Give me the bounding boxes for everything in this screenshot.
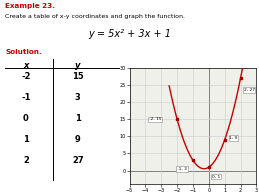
Text: 1: 1 (23, 135, 29, 144)
Text: Solution.: Solution. (5, 48, 42, 55)
Text: 27: 27 (72, 156, 83, 165)
Text: x: x (23, 61, 28, 70)
Text: 1, 9: 1, 9 (229, 136, 238, 140)
Text: Example 23.: Example 23. (5, 3, 55, 9)
Text: 2: 2 (23, 156, 29, 165)
Text: 1: 1 (75, 114, 81, 123)
Text: -2: -2 (21, 72, 31, 81)
Text: 9: 9 (75, 135, 81, 144)
Text: 2, 27: 2, 27 (244, 88, 255, 92)
Text: 3: 3 (75, 93, 81, 102)
Text: 15: 15 (72, 72, 84, 81)
Text: y = 5x² + 3x + 1: y = 5x² + 3x + 1 (88, 29, 171, 39)
Text: -1: -1 (21, 93, 31, 102)
Text: 0: 0 (23, 114, 29, 123)
Text: Create a table of x-y coordinates and graph the function.: Create a table of x-y coordinates and gr… (5, 14, 185, 19)
Text: -2, 15: -2, 15 (149, 117, 161, 121)
Text: 0, 1: 0, 1 (212, 175, 220, 179)
Text: -1, 3: -1, 3 (177, 167, 187, 171)
Text: y: y (75, 61, 81, 70)
